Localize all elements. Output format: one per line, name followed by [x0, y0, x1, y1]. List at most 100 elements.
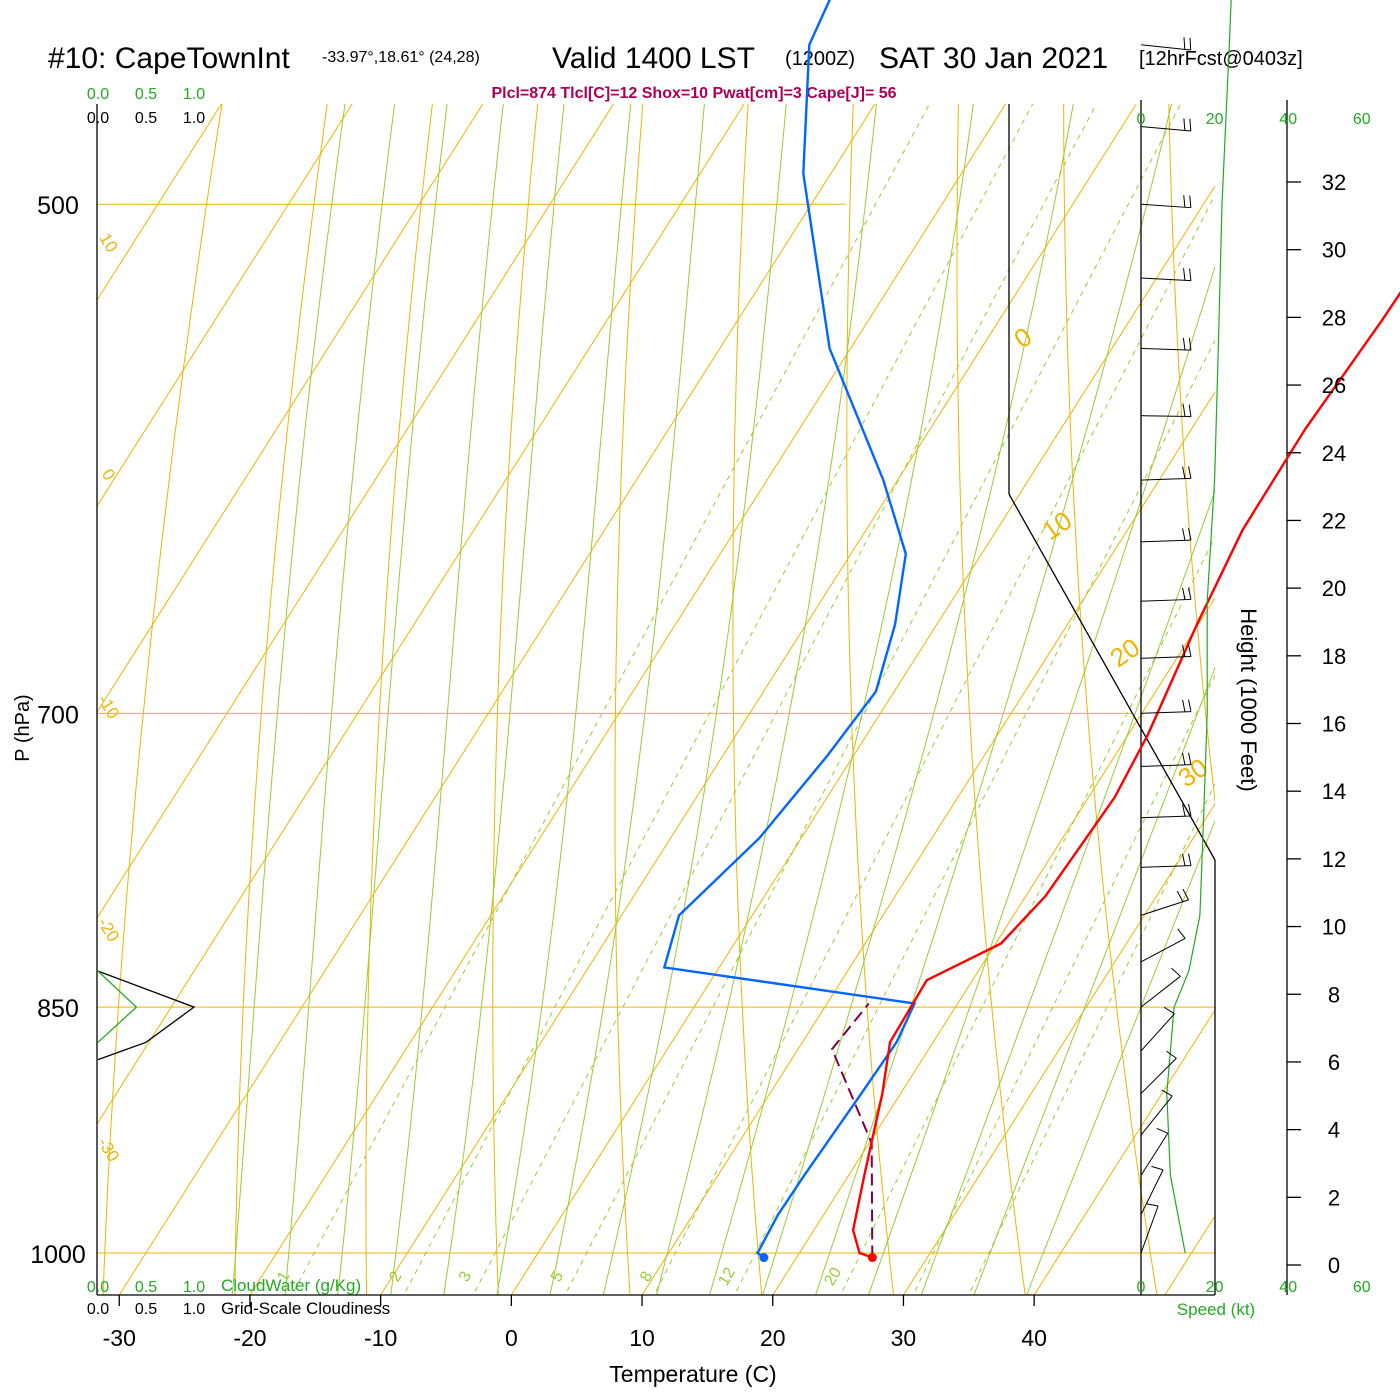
height-tick-label: 8 — [1328, 982, 1340, 1007]
moist-adiabat-line — [1026, 819, 1215, 1295]
dry-adiabat-line — [732, 104, 763, 1295]
wind-barb-feather — [1188, 803, 1192, 817]
wind-barb-feather — [1166, 1050, 1177, 1059]
dry-adiabat-line — [614, 104, 644, 1295]
dry-adiabat-line — [492, 104, 539, 1295]
height-tick-label: 0 — [1328, 1253, 1340, 1278]
temperature-tick-label: 10 — [629, 1325, 655, 1351]
wind-barb-feather — [1188, 644, 1192, 657]
wind-barb-feather — [1182, 804, 1186, 817]
axes-ticks: 2503004005007008501000-30-20-10010203040… — [30, 86, 1371, 1351]
wind-barb-feather — [1182, 587, 1186, 600]
mixing-ratio-line — [733, 339, 1215, 1295]
cloudiness-tick-label-top: 0.5 — [135, 110, 157, 127]
cloudiness-tick-label-bottom: 0.5 — [135, 1301, 157, 1318]
moist-adiabat-line — [337, 104, 448, 1295]
moist-adiabat-line — [602, 104, 787, 1295]
mixing-ratio-label: 20 — [822, 1265, 846, 1289]
wind-barb-staff — [1140, 1132, 1169, 1176]
dry-adiabat-line — [365, 104, 433, 1295]
wind-barb-feather — [1188, 404, 1192, 417]
wind-barb-feather — [1188, 752, 1192, 765]
wind-barb-feather — [1182, 528, 1186, 541]
isotherm-line — [1296, 104, 1400, 1295]
title-forecast: [12hrFcst@0403z] — [1139, 48, 1303, 70]
wind-barb-staff — [1140, 598, 1191, 602]
height-tick-label: 14 — [1322, 779, 1346, 804]
wind-barb-feather — [1183, 37, 1186, 50]
wind-barb-staff — [1140, 126, 1191, 132]
cloudiness-line — [97, 970, 196, 1061]
pressure-tick-label: 850 — [37, 995, 79, 1023]
height-tick-label: 6 — [1328, 1050, 1340, 1075]
isotherm-line — [1164, 1215, 1215, 1295]
isotherm-line — [118, 104, 876, 1295]
wind-barb-feather — [1182, 699, 1186, 712]
mixing-ratio-label: 12 — [715, 1265, 739, 1289]
wind-barb-feather — [1151, 1165, 1164, 1171]
cloudwater-tick-label-top: 1.0 — [183, 86, 205, 103]
height-tick-label: 32 — [1322, 170, 1346, 195]
temperature-tick-label: 0 — [505, 1325, 518, 1351]
isotherm-label: 0 — [98, 466, 119, 484]
wind-barb-staff — [1140, 277, 1191, 282]
isotherm-line — [97, 104, 614, 920]
mixing-ratio-line — [839, 535, 1215, 1295]
wind-barb-feather — [1188, 699, 1192, 712]
mixing-ratio-line — [472, 104, 1097, 1295]
temperature-tick-label: 20 — [760, 1325, 786, 1351]
wind-barb-feather — [1183, 268, 1186, 281]
wind-barb-feather — [1183, 195, 1186, 208]
speed-tick-label-top: 0 — [1137, 111, 1146, 128]
wind-barb-feather — [1163, 1006, 1175, 1015]
wind-barb-staff — [1140, 203, 1191, 209]
moist-adiabat-line — [815, 104, 1173, 1295]
cloudwater-tick-label-top: 0.5 — [135, 86, 157, 103]
wind-barb-staff — [1140, 347, 1191, 351]
wind-barb-staff — [1140, 477, 1191, 481]
moist-adiabat-line — [231, 104, 346, 1295]
height-tick-label: 18 — [1322, 644, 1346, 669]
height-tick-label: 20 — [1322, 576, 1346, 601]
mixing-ratio-line — [967, 782, 1215, 1295]
indices-line: Plcl=874 Tlcl[C]=12 Shox=10 Pwat[cm]=3 C… — [491, 85, 896, 102]
isobar-lines — [97, 203, 1215, 1254]
temperature-tick-label: 40 — [1021, 1325, 1047, 1351]
speed-tick-label-top: 20 — [1206, 111, 1224, 128]
wind-barb-feather — [1182, 466, 1186, 479]
pressure-tick-label: 700 — [37, 701, 79, 729]
moist-adiabat-line — [655, 104, 877, 1295]
moist-adiabat-line — [867, 265, 1215, 1295]
y-axis-title: P (hPa) — [12, 694, 34, 761]
wind-barb-feather — [1189, 268, 1192, 281]
wind-barb-staff — [1140, 1205, 1159, 1254]
title-date: SAT 30 Jan 2021 — [879, 42, 1108, 75]
cloudwater-tick-label-bottom: 0.5 — [135, 1279, 157, 1296]
isotherm-label-right: 0 — [1008, 321, 1037, 354]
wind-barb-feather — [1156, 1127, 1169, 1134]
speed-tick-label-bottom: 20 — [1206, 1279, 1224, 1296]
wind-barb-feather — [1146, 1203, 1159, 1207]
isotherm-label-right: 10 — [1036, 505, 1077, 546]
wind-barb-staff — [1140, 1169, 1164, 1215]
isotherm-line — [903, 803, 1215, 1295]
cloudiness-tick-label-bottom: 1.0 — [183, 1301, 205, 1318]
wind-barb-staff — [1140, 1057, 1177, 1094]
title-coords: -33.97°,18.61° (24,28) — [322, 49, 480, 66]
cloudiness-tick-label-top: 1.0 — [183, 110, 205, 127]
height-tick-label: 16 — [1322, 712, 1346, 737]
height-tick-label: 30 — [1322, 238, 1346, 263]
wind-barb-feather — [1183, 118, 1186, 131]
title-zulu: (1200Z) — [785, 48, 855, 70]
isotherm-line — [510, 185, 1215, 1295]
dry-adiabat-line — [1063, 104, 1158, 1295]
isotherm-line — [97, 104, 353, 508]
isotherm-lines — [97, 104, 1400, 1295]
mixing-ratio-label: 5 — [548, 1269, 567, 1285]
cloudwater-tick-label-bottom: 0.0 — [87, 1279, 109, 1296]
plot-frame — [96, 100, 1288, 1296]
cloudwater-title: CloudWater (g/Kg) — [221, 1276, 361, 1295]
wind-barb-feather — [1171, 967, 1181, 977]
isotherm-line — [97, 104, 484, 714]
isotherm-line — [380, 104, 1137, 1295]
